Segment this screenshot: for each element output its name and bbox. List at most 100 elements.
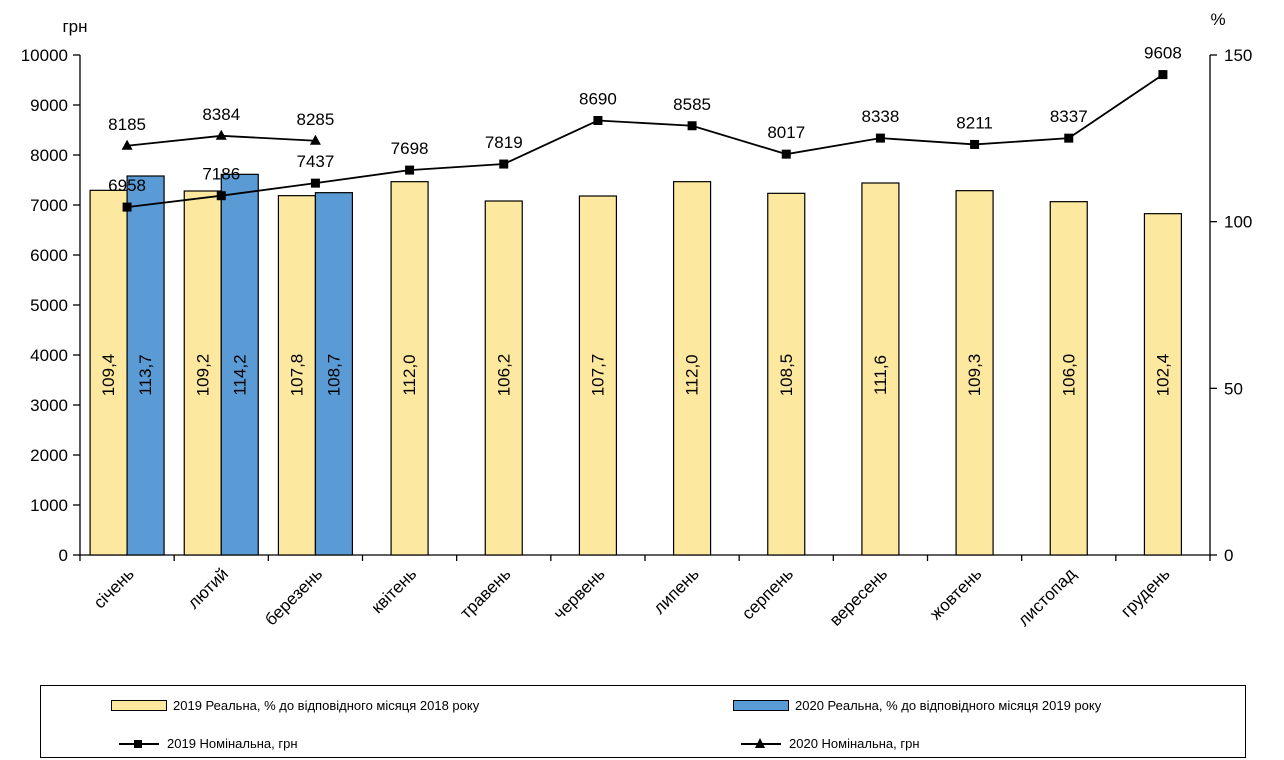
line-value-label: 8017	[767, 123, 805, 142]
bar	[277, 195, 317, 556]
point	[122, 202, 132, 212]
line-value-label: 8337	[1050, 107, 1088, 126]
bar-value-label: 109,3	[965, 354, 984, 397]
point	[781, 149, 791, 159]
x-tick-label: травень	[456, 564, 514, 622]
line-value-label: 6958	[108, 176, 146, 195]
chart: 0100020003000400050006000700080009000100…	[21, 10, 1253, 630]
bar	[767, 192, 806, 556]
x-tick-label: вересень	[826, 564, 891, 629]
y-left-tick-label: 8000	[30, 146, 68, 165]
y-right-tick-label: 100	[1224, 213, 1252, 232]
point	[499, 159, 509, 169]
x-tick-label: серпень	[738, 564, 797, 623]
line-value-label: 8690	[579, 90, 617, 109]
x-tick-label: січень	[90, 564, 138, 612]
y-left-tick-label: 6000	[30, 246, 68, 265]
legend: 2019 Реальна, % до відповідного місяця 2…	[40, 685, 1246, 758]
point	[216, 191, 226, 201]
y-right-tick-label: 0	[1224, 546, 1233, 565]
y-right-axis-label: %	[1210, 10, 1225, 29]
line-value-label: 9608	[1144, 44, 1182, 63]
line-value-label: 8384	[202, 105, 240, 124]
bar-value-label: 108,5	[777, 354, 796, 397]
y-left-axis-label: грн	[62, 17, 87, 36]
bar	[578, 195, 618, 556]
line-value-label: 8285	[297, 110, 335, 129]
bar-value-label: 109,4	[99, 354, 118, 397]
bar	[1049, 201, 1088, 556]
bar-value-label: 113,7	[136, 354, 155, 395]
point	[121, 139, 133, 150]
point	[1064, 133, 1074, 143]
point	[593, 116, 603, 125]
legend-swatch-2019-real	[111, 700, 167, 711]
bar-value-label: 107,7	[588, 354, 607, 397]
legend-swatch-2020-real	[733, 700, 789, 711]
point	[309, 134, 321, 145]
x-tick-label: березень	[261, 564, 326, 629]
legend-label-2019-real: 2019 Реальна, % до відповідного місяця 2…	[173, 698, 480, 713]
bar-value-label: 106,0	[1059, 354, 1078, 397]
x-tick-label: грудень	[1117, 564, 1174, 621]
legend-item-2019-nominal: 2019 Номінальна, грн	[119, 736, 298, 751]
x-tick-label: жовтень	[926, 564, 985, 623]
bar-value-label: 102,4	[1153, 354, 1172, 397]
point	[1158, 70, 1168, 80]
legend-label-2020-real: 2020 Реальна, % до відповідного місяця 2…	[795, 698, 1102, 713]
point	[970, 139, 980, 149]
bar-value-label: 106,2	[494, 354, 513, 397]
bar-value-label: 114,2	[230, 354, 249, 395]
point	[687, 121, 697, 131]
bar-value-label: 112,0	[400, 354, 419, 395]
bar	[89, 189, 128, 556]
legend-label-2019-nominal: 2019 Номінальна, грн	[167, 736, 298, 751]
bar	[955, 190, 994, 556]
x-tick-label: червень	[550, 564, 609, 623]
y-left-tick-label: 2000	[30, 446, 68, 465]
line-value-label: 7186	[202, 165, 240, 184]
y-left-tick-label: 5000	[30, 296, 68, 315]
x-tick-label: листопад	[1014, 564, 1079, 629]
legend-line-2019-nominal	[119, 737, 159, 751]
line-value-label: 8211	[956, 113, 993, 132]
legend-label-2020-nominal: 2020 Номінальна, грн	[789, 736, 920, 751]
line-value-label: 7698	[391, 139, 429, 158]
x-tick-label: липень	[650, 564, 703, 617]
legend-item-2020-nominal: 2020 Номінальна, грн	[741, 736, 920, 751]
bar-value-label: 112,0	[683, 354, 702, 395]
line-value-label: 7437	[297, 152, 335, 171]
x-tick-label: квітень	[368, 564, 421, 617]
y-right-tick-label: 150	[1224, 46, 1252, 65]
line-value-label: 7819	[485, 133, 523, 152]
bar	[126, 175, 165, 556]
bar	[314, 192, 354, 556]
x-tick-label: лютий	[184, 564, 232, 612]
point	[875, 133, 885, 143]
point	[215, 129, 227, 140]
bars	[89, 173, 1183, 556]
line-value-label: 8585	[673, 95, 711, 114]
legend-line-2020-nominal	[741, 737, 781, 751]
bar-value-label: 109,2	[193, 354, 212, 397]
lines	[121, 70, 1168, 212]
y-left-tick-label: 0	[59, 546, 68, 565]
bar	[861, 182, 900, 556]
legend-item-2019-real: 2019 Реальна, % до відповідного місяця 2…	[111, 698, 479, 713]
bar-value-label: 107,8	[287, 354, 306, 397]
series-line	[126, 73, 1164, 208]
y-left-tick-label: 1000	[30, 496, 68, 515]
y-right-tick-label: 50	[1224, 379, 1243, 398]
bar-value-label: 111,6	[871, 355, 890, 395]
y-left-tick-label: 10000	[21, 46, 68, 65]
legend-item-2020-real: 2020 Реальна, % до відповідного місяця 2…	[733, 698, 1101, 713]
y-left-tick-label: 7000	[30, 196, 68, 215]
y-left-tick-label: 9000	[30, 96, 68, 115]
bar-value-label: 108,7	[324, 354, 343, 397]
y-left-tick-label: 3000	[30, 396, 68, 415]
data-labels: 109,4 109,2 107,8 112,0 106,2 107,7 112,0 108,5…	[99, 44, 1182, 397]
point	[310, 178, 320, 188]
bar	[672, 181, 712, 556]
y-left-tick-label: 4000	[30, 346, 68, 365]
bar	[484, 200, 523, 556]
